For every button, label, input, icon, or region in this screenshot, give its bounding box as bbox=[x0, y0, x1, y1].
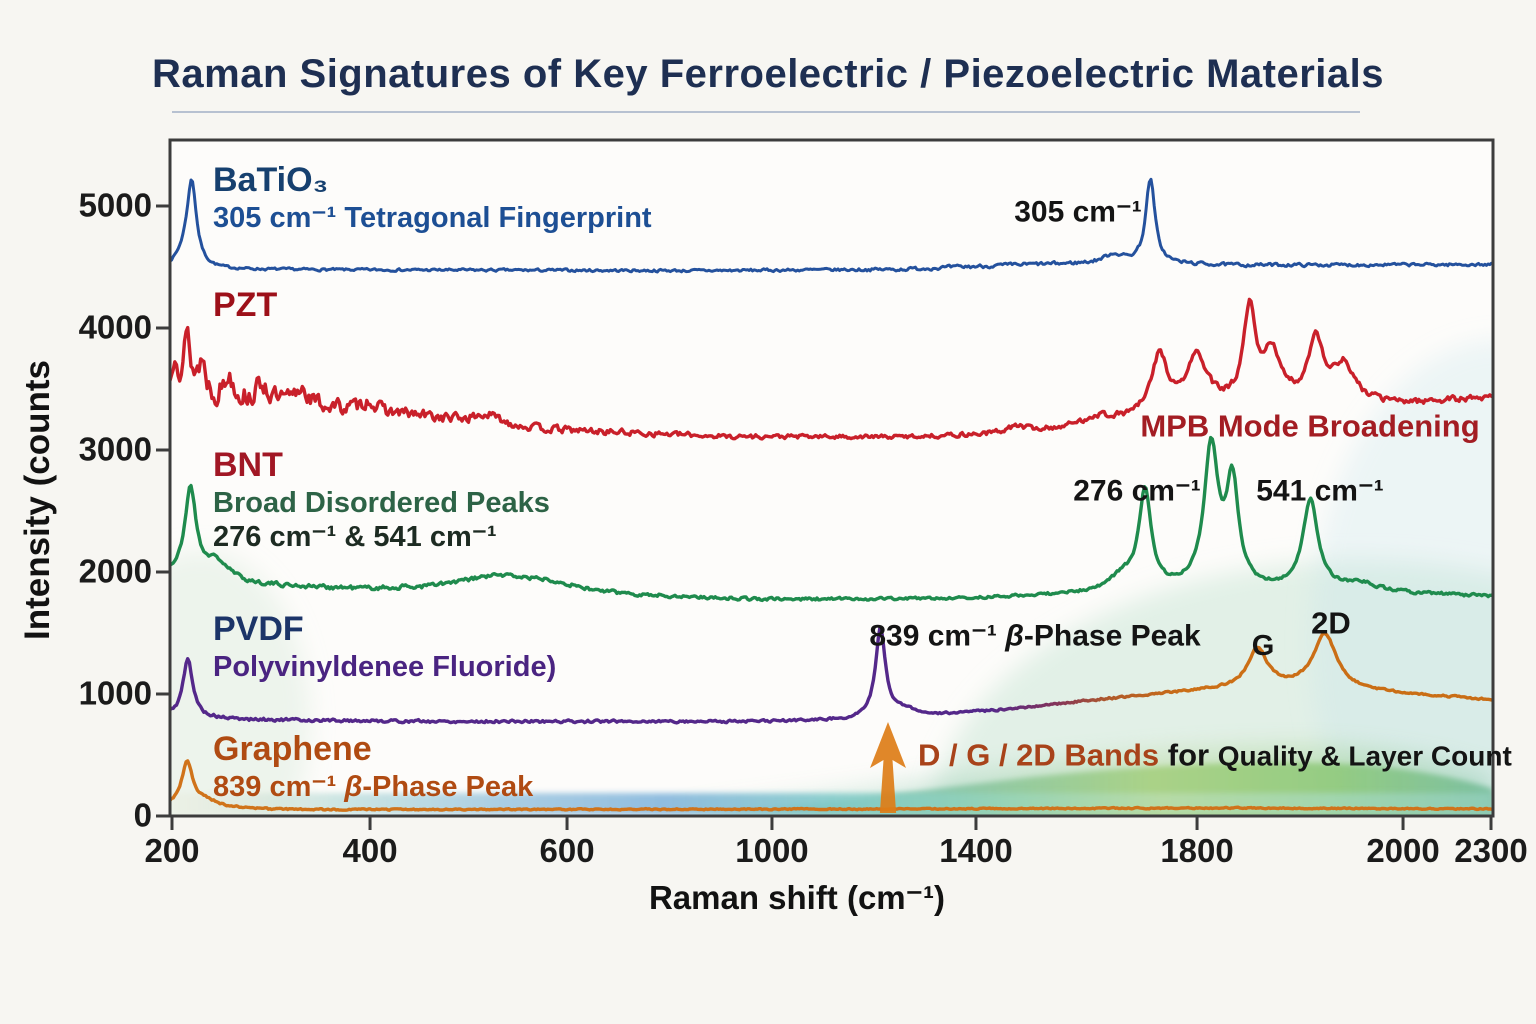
trace-batio3 bbox=[170, 177, 1493, 274]
plot-border bbox=[168, 138, 1495, 818]
x-tick-label-2300: 2300 bbox=[1454, 832, 1528, 869]
y-tick-label-2000: 2000 bbox=[78, 552, 152, 590]
y-tick-label-4000: 4000 bbox=[78, 308, 152, 346]
series-label-batio3-line2: 305 cm⁻¹ Tetragonal Fingerprint bbox=[213, 201, 652, 234]
y-tick-label-0: 0 bbox=[133, 796, 152, 834]
series-label-bnt-line2: Broad Disordered Peaks bbox=[213, 486, 550, 519]
trace-pvdf bbox=[170, 625, 1493, 725]
y-axis-label: Intensity (counts bbox=[18, 359, 57, 641]
annotation-mpb-broadening: MPB Mode Broadening bbox=[1140, 408, 1480, 444]
series-label-pvdf-line1: PVDF bbox=[213, 610, 304, 648]
axis-ticks bbox=[156, 204, 1493, 830]
x-tick-label-1000: 1000 bbox=[735, 832, 809, 869]
series-label-pvdf: PVDF Polyvinyldenee Fluoride) bbox=[213, 610, 557, 686]
trace-bnt bbox=[170, 435, 1493, 603]
y-tick-label-1000: 1000 bbox=[78, 674, 152, 712]
y-tick-label-5000: 5000 bbox=[78, 186, 152, 224]
trace-graphene bbox=[170, 759, 1493, 812]
peak-arrow bbox=[870, 722, 906, 813]
annotation-peak-541: 541 cm⁻¹ bbox=[1256, 474, 1384, 508]
series-label-bnt-line3: 276 cm⁻¹ & 541 cm⁻¹ bbox=[213, 521, 497, 554]
series-label-graphene-line1: Graphene bbox=[213, 730, 372, 768]
trace-pzt bbox=[170, 297, 1493, 441]
series-label-batio3: BaTiO₃ 305 cm⁻¹ Tetragonal Fingerprint bbox=[213, 161, 652, 237]
annotation-dg2d-bands: D / G / 2D Bands for Quality & Layer Cou… bbox=[918, 737, 1512, 773]
annotation-band-2d: 2D bbox=[1311, 605, 1351, 641]
x-tick-label-1400: 1400 bbox=[939, 832, 1013, 869]
series-label-pzt: PZT bbox=[213, 286, 278, 328]
x-tick-label-600: 600 bbox=[539, 832, 595, 869]
series-label-bnt-line1: BNT bbox=[213, 446, 283, 484]
series-label-pzt-line1: PZT bbox=[213, 286, 278, 324]
series-label-bnt: BNT Broad Disordered Peaks 276 cm⁻¹ & 541 … bbox=[213, 446, 550, 557]
annotation-band-g: G bbox=[1251, 629, 1275, 662]
series-label-pvdf-line2: Polyvinyldenee Fluoride) bbox=[213, 650, 557, 683]
series-label-graphene: Graphene 839 cm⁻¹ β-Phase Peak bbox=[213, 730, 534, 806]
series-label-batio3-line1: BaTiO₃ bbox=[213, 161, 329, 199]
annotation-peak-276: 276 cm⁻¹ bbox=[1073, 474, 1201, 508]
chart-title: Raman Signatures of Key Ferroelectric / … bbox=[152, 52, 1384, 96]
series-label-graphene-line2: 839 cm⁻¹ β-Phase Peak bbox=[213, 770, 534, 803]
annotation-peak-305: 305 cm⁻¹ bbox=[1014, 195, 1142, 229]
annotation-peak-839: 839 cm⁻¹ β-Phase Peak bbox=[869, 619, 1201, 653]
y-tick-label-3000: 3000 bbox=[78, 430, 152, 468]
x-axis-label: Raman shift (cm⁻¹) bbox=[648, 879, 946, 916]
x-tick-label-1800: 1800 bbox=[1160, 832, 1234, 869]
x-tick-label-200: 200 bbox=[144, 832, 200, 869]
x-tick-label-2000: 2000 bbox=[1366, 832, 1440, 869]
title-underline bbox=[172, 111, 1360, 113]
x-tick-label-400: 400 bbox=[342, 832, 398, 869]
spectra-traces bbox=[170, 177, 1493, 812]
